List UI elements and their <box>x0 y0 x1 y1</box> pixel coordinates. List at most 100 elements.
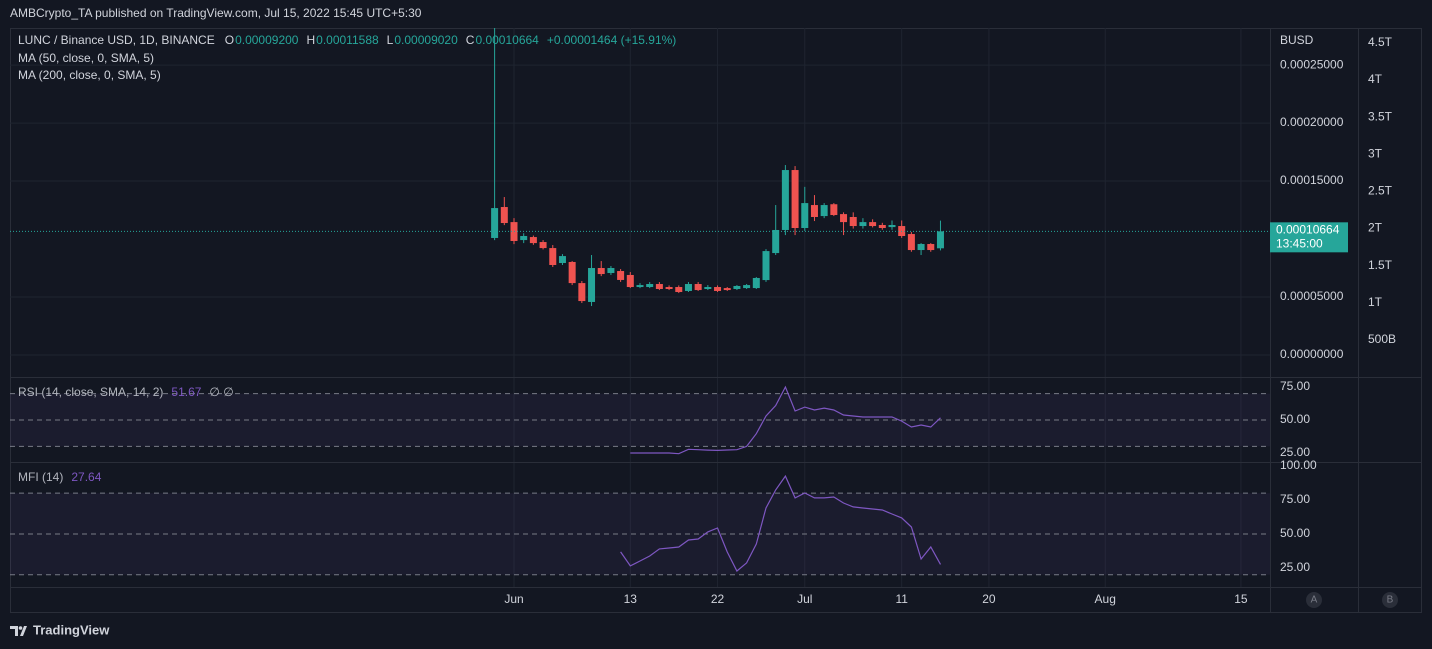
pane <box>10 385 1270 455</box>
chart-frame <box>10 28 1422 613</box>
legend-key: H <box>306 33 315 47</box>
candle-body <box>859 222 867 227</box>
candle-body <box>907 234 915 251</box>
candle-body <box>752 277 760 289</box>
candle-body <box>626 274 634 288</box>
candle-body <box>927 244 935 251</box>
legend-value: 0.00011588 <box>316 33 379 47</box>
footer-brand: TradingView <box>33 622 110 637</box>
x-tick-label: 13 <box>624 592 638 606</box>
y2-tick-label: 1.5T <box>1368 258 1393 272</box>
x-tick-label: 22 <box>711 592 725 606</box>
publish-header: AMBCrypto_TA published on TradingView.co… <box>10 6 422 20</box>
candle-body <box>694 284 702 291</box>
candle-body <box>665 287 673 289</box>
indicator-label: MA (200, close, 0, SMA, 5) <box>18 68 161 82</box>
x-tick-label: Jul <box>797 592 812 606</box>
candle-body <box>762 251 770 281</box>
candle-body <box>810 205 818 217</box>
x-tick-label: Aug <box>1095 592 1116 606</box>
candle-body <box>578 283 586 302</box>
y2-tick-label: 1T <box>1368 295 1383 309</box>
candle-body <box>791 170 799 229</box>
last-price-label: 0.00010664 <box>1276 222 1340 236</box>
candle-body <box>878 224 886 229</box>
button-label[interactable]: A <box>1311 595 1318 606</box>
indicator-label: MA (50, close, 0, SMA, 5) <box>18 51 154 65</box>
candle-body <box>607 268 615 273</box>
y2-tick-label: 500B <box>1368 332 1396 346</box>
x-tick-label: 15 <box>1234 592 1248 606</box>
candle-body <box>869 222 877 227</box>
y2-tick-label: 4T <box>1368 72 1383 86</box>
y-tick-label: 75.00 <box>1280 492 1310 506</box>
candle-body <box>549 248 557 265</box>
y2-tick-label: 2T <box>1368 221 1383 235</box>
candle-body <box>849 216 857 227</box>
candle-body <box>529 237 537 244</box>
candle-body <box>617 271 625 280</box>
legend-value: 0.00009200 <box>235 33 299 47</box>
footer-logo <box>10 626 27 636</box>
y-tick-label: 50.00 <box>1280 412 1310 426</box>
y-tick-label: 25.00 <box>1280 445 1310 459</box>
y-tick-label: 0.00005000 <box>1280 289 1344 303</box>
y-tick-label: 75.00 <box>1280 379 1310 393</box>
candle-body <box>500 207 508 224</box>
legend-value: 0.00010664 <box>475 33 539 47</box>
candle-body <box>655 284 663 289</box>
last-price-box <box>1270 222 1348 253</box>
candle-body <box>772 229 780 254</box>
pane <box>10 474 1270 576</box>
candle-body <box>840 214 848 223</box>
countdown-label: 13:45:00 <box>1276 236 1323 250</box>
candle-body <box>936 231 944 249</box>
x-tick-label: 20 <box>982 592 996 606</box>
legend-title: LUNC / Binance USD, 1D, BINANCE <box>18 33 215 47</box>
candle-body <box>558 256 566 264</box>
legend-key: L <box>387 33 394 47</box>
candle-body <box>714 287 722 291</box>
candle-body <box>888 224 896 228</box>
y-tick-label: 25.00 <box>1280 560 1310 574</box>
indicator-line <box>620 474 942 572</box>
candle-body <box>743 285 751 289</box>
legend-key: C <box>466 33 475 47</box>
candle-body <box>491 208 499 238</box>
y-tick-label: 100.00 <box>1280 458 1317 472</box>
candle-body <box>917 244 925 251</box>
candle-body <box>830 204 838 216</box>
legend-extra: ∅ ∅ <box>209 385 233 399</box>
y2-tick-label: 4.5T <box>1368 35 1393 49</box>
legend-change: +0.00001464 (+15.91%) <box>547 33 676 47</box>
candle-body <box>820 205 828 217</box>
legend-value: 0.00009020 <box>394 33 458 47</box>
candle-body <box>568 261 576 284</box>
y2-tick-label: 3T <box>1368 146 1383 160</box>
x-tick-label: Jun <box>504 592 523 606</box>
x-tick-label: 11 <box>895 592 908 606</box>
button-b[interactable]: B <box>1382 592 1398 608</box>
candle-body <box>704 287 712 289</box>
pane <box>491 28 944 307</box>
indicator-line <box>630 385 941 455</box>
y-tick-label: 0.00015000 <box>1280 173 1344 187</box>
y2-tick-label: 3.5T <box>1368 109 1393 123</box>
legend-value: 27.64 <box>71 470 101 484</box>
price-unit: BUSD <box>1280 33 1314 47</box>
button-a[interactable]: A <box>1306 592 1322 608</box>
y-tick-label: 0.00025000 <box>1280 57 1344 71</box>
legend-value: 51.67 <box>171 385 201 399</box>
candle-body <box>781 170 789 230</box>
candle-body <box>520 236 528 241</box>
legend-title: MFI (14) <box>18 470 63 484</box>
candle-body <box>684 284 692 291</box>
candle-body <box>801 203 809 229</box>
candle-body <box>675 287 683 293</box>
y-tick-label: 0.00020000 <box>1280 115 1344 129</box>
button-label[interactable]: B <box>1387 595 1394 606</box>
candle-body <box>636 285 644 288</box>
